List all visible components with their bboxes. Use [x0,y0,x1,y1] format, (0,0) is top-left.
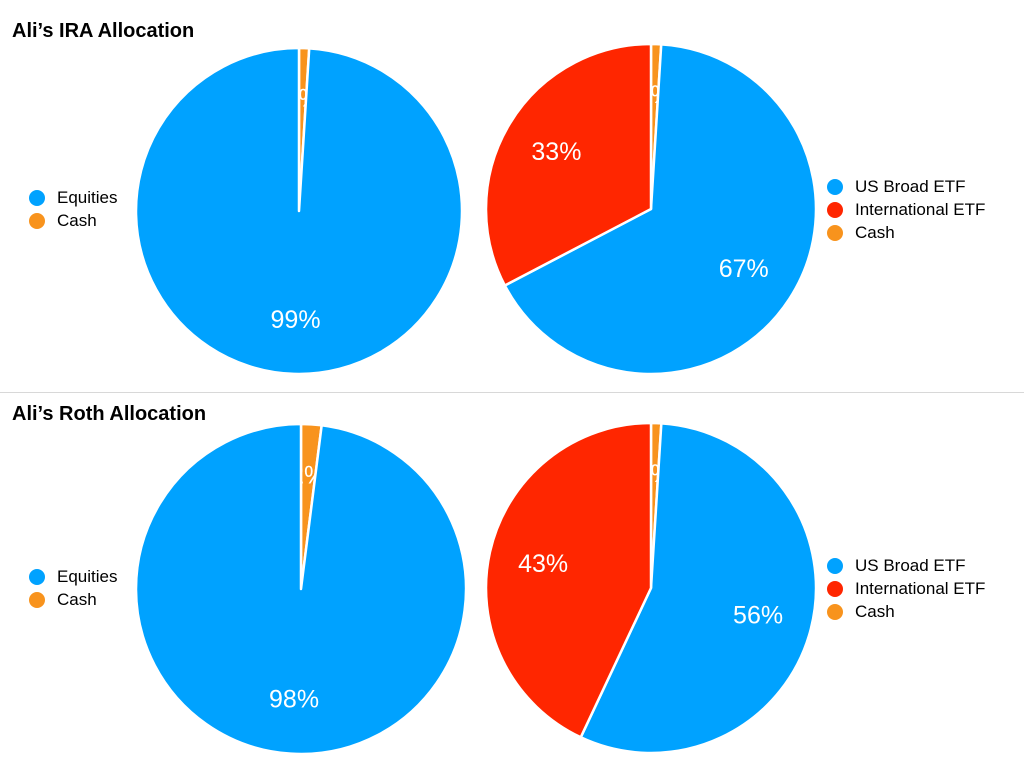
ira-funds-legend-item-cash: Cash [827,221,985,244]
ira-equities-legend-item-cash: Cash [29,209,117,232]
ira-equities-legend-swatch-cash [29,212,45,229]
roth-funds-legend-item-us-broad-etf: US Broad ETF [827,554,985,577]
roth-funds-legend-label-international-etf: International ETF [855,578,986,598]
ira-funds-legend-label-us-broad-etf: US Broad ETF [855,176,966,196]
roth-equities-legend-swatch-equities [29,568,45,585]
roth-funds-legend-swatch-cash [827,603,843,620]
roth-funds-slice-international-etf [484,421,653,739]
roth-title: Ali’s Roth Allocation [12,403,207,425]
ira-funds-legend: US Broad ETF International ETF Cash [827,175,985,244]
ira-funds-legend-swatch-cash [827,224,843,241]
ira-equities-legend-label-cash: Cash [57,210,97,230]
roth-funds-label-us-broad-etf: 56% [733,601,783,629]
ira-funds-legend-label-international-etf: International ETF [855,199,986,219]
ira-equities-label-equities: 99% [271,306,321,334]
ira-funds-legend-swatch-international-etf [827,201,843,218]
roth-equities-legend: Equities Cash [29,565,117,611]
roth-equities-legend-item-cash: Cash [29,588,117,611]
roth-funds-legend-item-cash: Cash [827,600,985,623]
ira-funds-legend-item-us-broad-etf: US Broad ETF [827,175,985,198]
roth-funds-legend: US Broad ETF International ETF Cash [827,554,985,623]
ira-funds-label-us-broad-etf: 67% [719,255,769,283]
ira-funds-legend-item-international-etf: International ETF [827,198,985,221]
ira-funds-legend-swatch-us-broad-etf [827,178,843,195]
roth-equities-legend-label-equities: Equities [57,566,118,586]
ira-funds-legend-label-cash: Cash [855,222,895,242]
roth-funds-legend-label-cash: Cash [855,601,895,621]
roth-equities-slice-equities [134,422,468,756]
roth-equities-label-equities: 98% [269,685,319,713]
ira-equities-legend-swatch-equities [29,189,45,206]
ira-funds-label-international-etf: 33% [531,138,581,166]
ira-equities-legend-label-equities: Equities [57,187,118,207]
roth-equities-legend-swatch-cash [29,591,45,608]
roth-funds-legend-label-us-broad-etf: US Broad ETF [855,555,966,575]
section-divider [0,392,1024,393]
roth-funds-slice-us-broad-etf [579,422,818,755]
roth-funds-legend-item-international-etf: International ETF [827,577,985,600]
ira-section: Ali’s IRA Allocation [12,20,195,42]
roth-equities-legend-item-equities: Equities [29,565,117,588]
ira-equities-legend-item-equities: Equities [29,186,117,209]
roth-equities-legend-label-cash: Cash [57,589,97,609]
roth-funds-label-international-etf: 43% [518,550,568,578]
roth-section: Ali’s Roth Allocation [0,393,1024,768]
roth-funds-legend-swatch-international-etf [827,580,843,597]
ira-equities-legend: Equities Cash [29,186,117,232]
ira-funds-slice-international-etf [484,42,653,287]
ira-funds-slice-us-broad-etf [503,43,818,376]
ira-equities-slice-equities [134,46,464,376]
roth-funds-legend-swatch-us-broad-etf [827,557,843,574]
ira-title: Ali’s IRA Allocation [12,20,195,42]
